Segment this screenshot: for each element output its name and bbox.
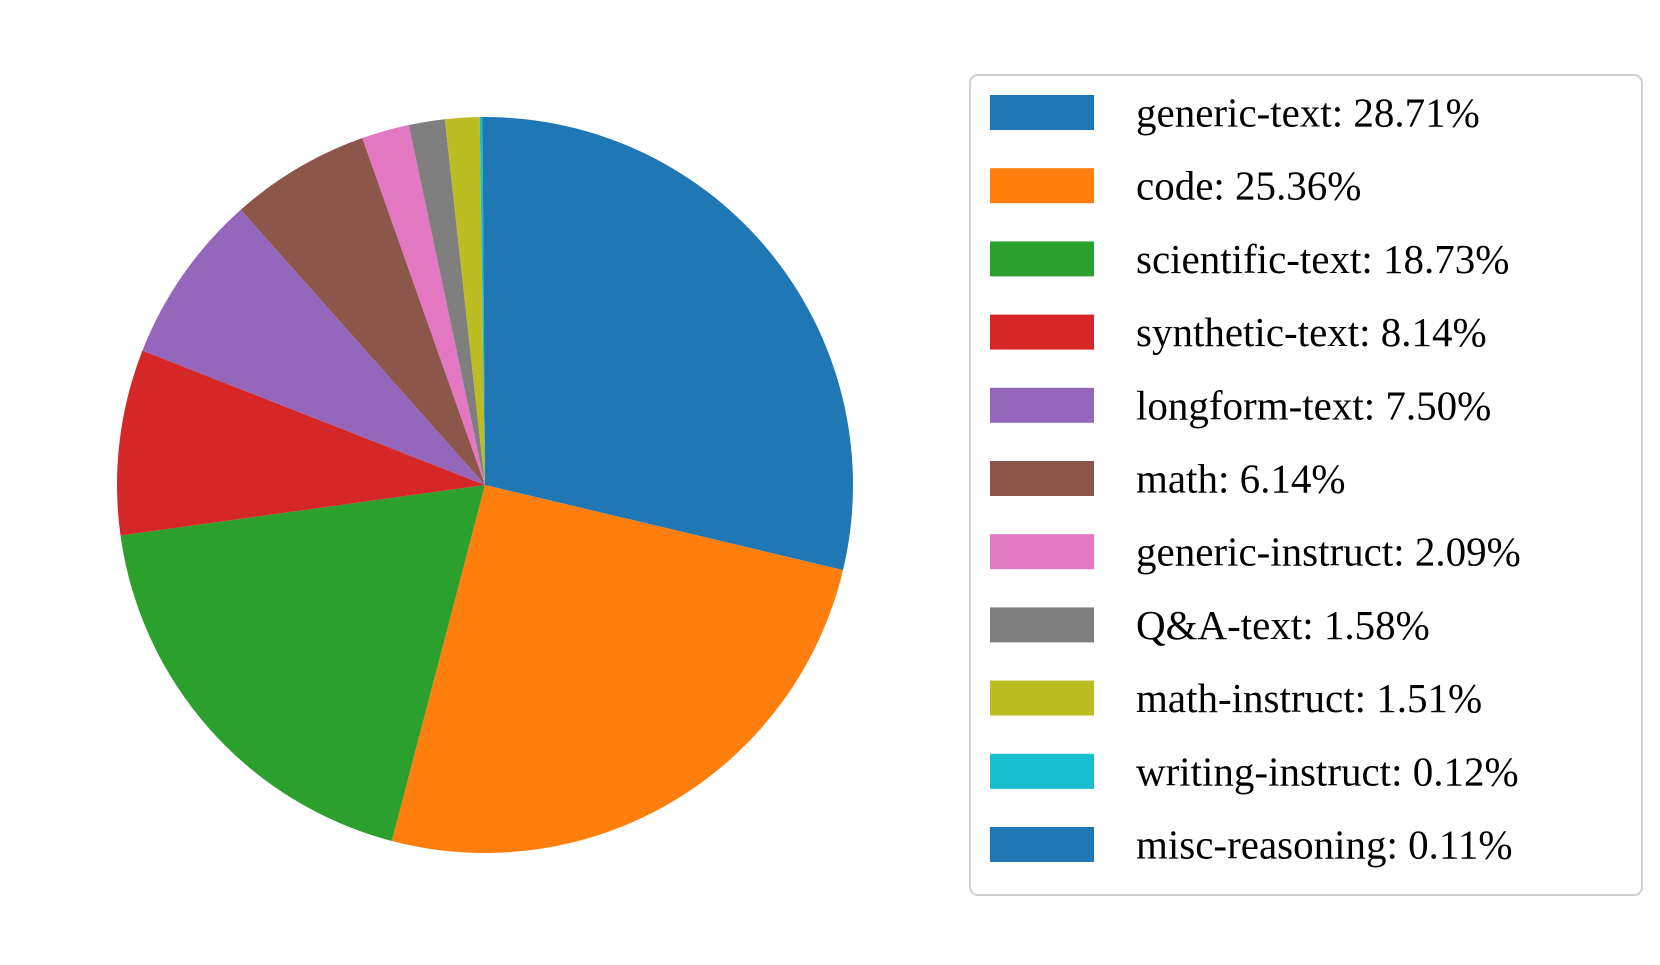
legend-label-misc-reasoning: misc-reasoning: 0.11% bbox=[1136, 822, 1513, 868]
legend-label-longform-text: longform-text: 7.50% bbox=[1136, 382, 1491, 428]
legend-label-writing-instruct: writing-instruct: 0.12% bbox=[1136, 748, 1519, 794]
pie-slices bbox=[117, 117, 853, 853]
legend-label-math-instruct: math-instruct: 1.51% bbox=[1136, 675, 1482, 721]
pie-slice-q-a-text bbox=[408, 119, 485, 485]
legend-swatch-code bbox=[990, 168, 1094, 204]
legend-swatch-longform-text bbox=[990, 387, 1094, 423]
legend-label-scientific-text: scientific-text: 18.73% bbox=[1136, 236, 1509, 282]
pie-slice-scientific-text bbox=[120, 485, 486, 841]
pie-slice-synthetic-text bbox=[117, 350, 486, 536]
pie-slice-longform-text bbox=[142, 209, 485, 486]
legend-swatch-generic-text bbox=[990, 95, 1094, 130]
pie-slice-code bbox=[391, 485, 844, 853]
legend-swatch-generic-instruct bbox=[990, 534, 1094, 570]
legend-label-synthetic-text: synthetic-text: 8.14% bbox=[1136, 309, 1487, 355]
pie-slice-writing-instruct bbox=[479, 117, 485, 485]
legend-label-math: math: 6.14% bbox=[1136, 456, 1346, 502]
legend: generic-text: 28.71% code: 25.36% scientif… bbox=[969, 74, 1643, 896]
legend-swatch-misc-reasoning bbox=[990, 827, 1094, 862]
legend-label-code: code: 25.36% bbox=[1136, 163, 1361, 209]
legend-swatch-scientific-text bbox=[990, 241, 1094, 277]
legend-label-q-a-text: Q&A-text: 1.58% bbox=[1136, 602, 1430, 648]
legend-swatch-writing-instruct bbox=[990, 753, 1094, 789]
pie-slice-math-instruct bbox=[444, 117, 485, 485]
pie-slice-misc-reasoning bbox=[482, 117, 485, 485]
pie-slice-math bbox=[240, 138, 485, 485]
legend-label-generic-text: generic-text: 28.71% bbox=[1136, 90, 1480, 136]
pie-slice-generic-text bbox=[485, 117, 853, 571]
legend-label-generic-instruct: generic-instruct: 2.09% bbox=[1136, 529, 1521, 575]
legend-swatch-synthetic-text bbox=[990, 314, 1094, 350]
legend-swatch-math-instruct bbox=[990, 680, 1094, 716]
legend-frame bbox=[969, 74, 1643, 896]
legend-items: generic-text: 28.71% code: 25.36% scientif… bbox=[990, 90, 1521, 868]
legend-swatch-q-a-text bbox=[990, 607, 1094, 643]
legend-swatch-math bbox=[990, 461, 1094, 496]
pie-slice-generic-instruct bbox=[362, 124, 485, 485]
